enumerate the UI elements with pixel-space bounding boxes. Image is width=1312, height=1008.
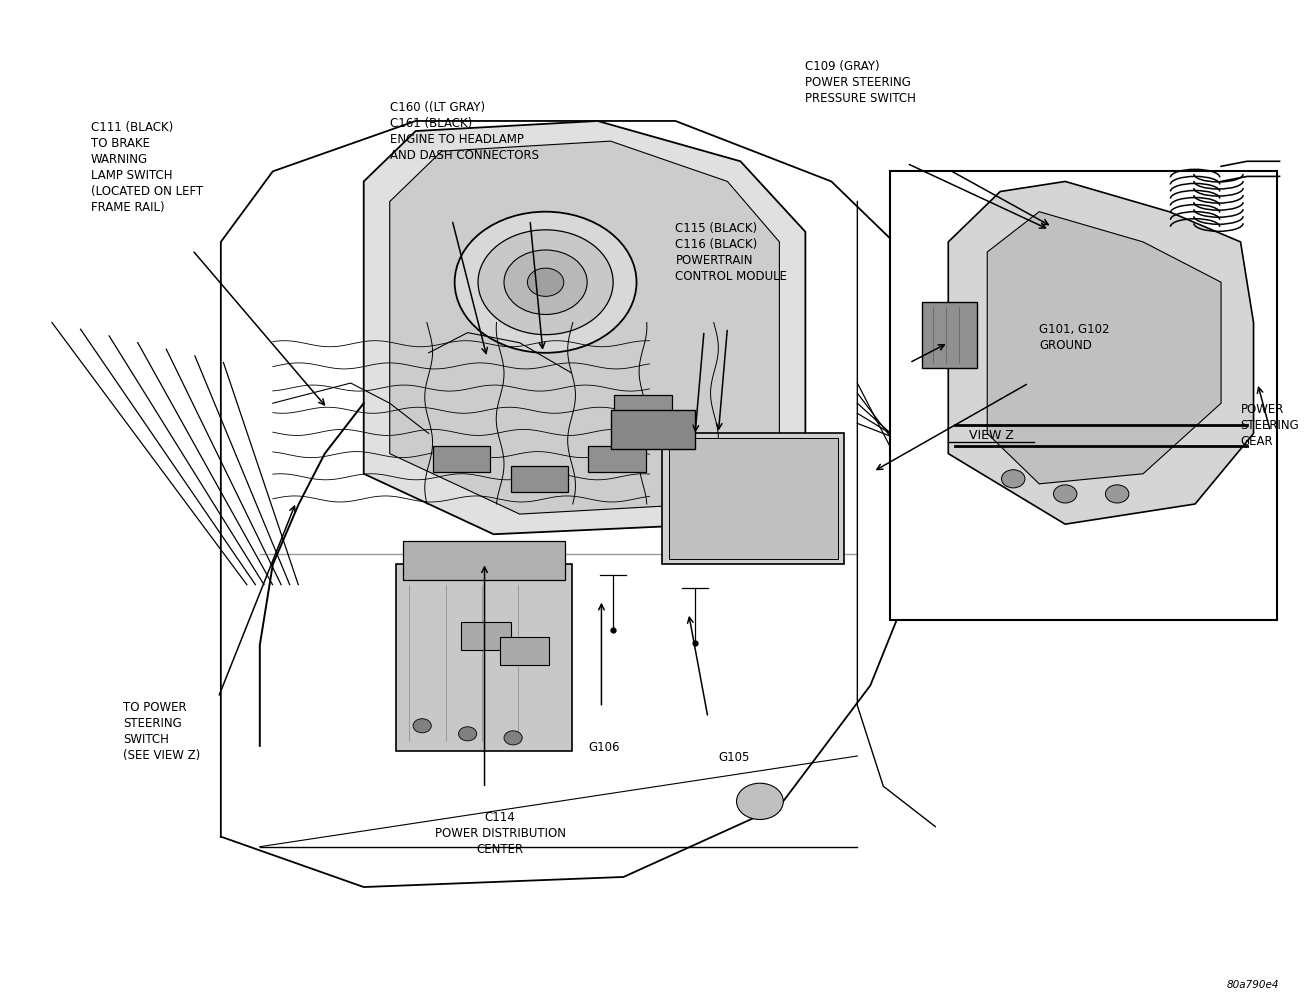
Text: C111 (BLACK)
TO BRAKE
WARNING
LAMP SWITCH
(LOCATED ON LEFT
FRAME RAIL): C111 (BLACK) TO BRAKE WARNING LAMP SWITC… bbox=[91, 121, 203, 214]
Circle shape bbox=[459, 727, 476, 741]
Bar bbox=[396, 564, 572, 751]
Circle shape bbox=[504, 250, 588, 314]
Bar bbox=[461, 622, 510, 650]
Text: G101, G102
GROUND: G101, G102 GROUND bbox=[1039, 323, 1110, 352]
Text: C114
POWER DISTRIBUTION
CENTER: C114 POWER DISTRIBUTION CENTER bbox=[434, 811, 565, 857]
Circle shape bbox=[527, 268, 564, 296]
Circle shape bbox=[455, 212, 636, 353]
Text: 80a790e4: 80a790e4 bbox=[1227, 980, 1279, 990]
Polygon shape bbox=[987, 212, 1221, 484]
Text: TO POWER
STEERING
SWITCH
(SEE VIEW Z): TO POWER STEERING SWITCH (SEE VIEW Z) bbox=[123, 701, 201, 762]
Circle shape bbox=[413, 719, 432, 733]
Circle shape bbox=[1001, 470, 1025, 488]
Bar bbox=[663, 433, 845, 564]
Bar bbox=[589, 446, 646, 472]
Text: G106: G106 bbox=[588, 741, 619, 754]
Text: POWER
STEERING
GEAR: POWER STEERING GEAR bbox=[1241, 403, 1299, 449]
Bar bbox=[614, 395, 672, 421]
Polygon shape bbox=[390, 141, 779, 514]
Polygon shape bbox=[949, 181, 1253, 524]
Text: C160 ((LT GRAY)
C161 (BLACK)
ENGINE TO HEADLAMP
AND DASH CONNECTORS: C160 ((LT GRAY) C161 (BLACK) ENGINE TO H… bbox=[390, 101, 539, 162]
Bar bbox=[922, 302, 977, 368]
Text: G105: G105 bbox=[718, 751, 749, 764]
Circle shape bbox=[1106, 485, 1128, 503]
Bar bbox=[890, 171, 1277, 620]
Circle shape bbox=[478, 230, 613, 335]
Bar bbox=[403, 541, 565, 580]
Circle shape bbox=[736, 783, 783, 820]
Text: C109 (GRAY)
POWER STEERING
PRESSURE SWITCH: C109 (GRAY) POWER STEERING PRESSURE SWIT… bbox=[806, 60, 916, 106]
Bar bbox=[433, 446, 489, 472]
Circle shape bbox=[1054, 485, 1077, 503]
Bar bbox=[500, 637, 550, 665]
Bar bbox=[669, 438, 838, 559]
Text: C115 (BLACK)
C116 (BLACK)
POWERTRAIN
CONTROL MODULE: C115 (BLACK) C116 (BLACK) POWERTRAIN CON… bbox=[676, 222, 787, 283]
Circle shape bbox=[504, 731, 522, 745]
Bar bbox=[610, 410, 695, 449]
Polygon shape bbox=[363, 121, 806, 534]
Text: VIEW Z: VIEW Z bbox=[968, 429, 1014, 443]
Bar bbox=[510, 466, 568, 492]
